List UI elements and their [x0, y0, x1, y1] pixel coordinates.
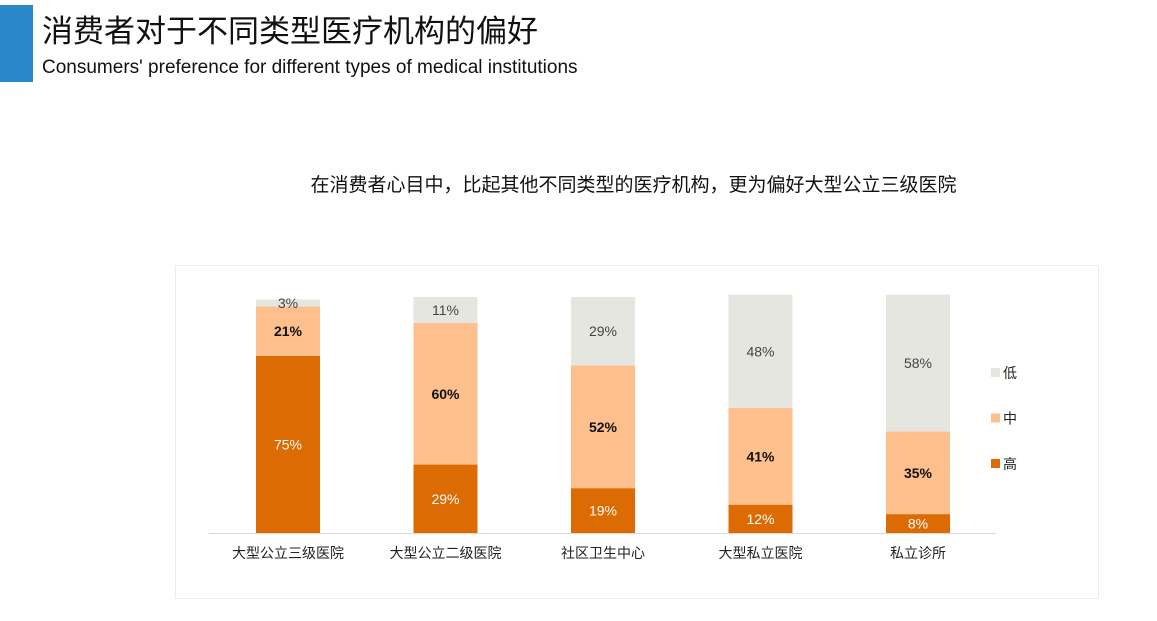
- category-label-4: 私立诊所: [890, 546, 946, 562]
- data-label-中-4: 35%: [904, 465, 933, 481]
- legend-swatch-高: [991, 459, 1000, 468]
- data-label-低-1: 11%: [432, 302, 459, 318]
- data-label-低-0: 3%: [278, 295, 298, 311]
- bar-segment-中-4: [886, 431, 950, 515]
- bar-segment-高-3: [728, 504, 793, 533]
- data-label-中-1: 60%: [431, 386, 460, 402]
- bar-segment-低-0: [256, 299, 320, 307]
- category-label-2: 社区卫生中心: [561, 546, 645, 562]
- data-label-高-4: 8%: [908, 516, 928, 532]
- bar-segment-低-4: [886, 294, 950, 432]
- data-label-高-0: 75%: [274, 437, 302, 453]
- chart-panel: 75% 21% 3% 大型公立三级医院 29% 60% 11% 大型公立二级医院 19% 52% 2…: [175, 265, 1099, 599]
- bar-segment-中-3: [728, 407, 793, 505]
- bar-segment-中-0: [256, 306, 320, 356]
- data-label-高-3: 12%: [746, 511, 774, 527]
- legend-swatch-中: [991, 413, 1000, 423]
- bar-segment-高-4: [886, 514, 950, 533]
- category-label-3: 大型私立医院: [719, 546, 803, 562]
- data-label-低-4: 58%: [904, 355, 932, 371]
- bar-segment-高-1: [413, 464, 478, 533]
- header-accent-bar: [0, 5, 33, 82]
- legend-label-中: 中: [1003, 412, 1017, 428]
- legend-swatch-低: [991, 368, 1000, 377]
- data-label-高-2: 19%: [589, 503, 617, 519]
- bar-segment-低-3: [728, 294, 793, 408]
- data-label-中-3: 41%: [746, 448, 775, 464]
- category-label-1: 大型公立二级医院: [390, 546, 502, 562]
- page-title: 消费者对于不同类型医疗机构的偏好: [42, 14, 538, 50]
- page-title-english: Consumers' preference for different type…: [42, 57, 578, 78]
- bar-segment-高-2: [571, 488, 635, 533]
- bar-segment-低-1: [413, 297, 478, 323]
- data-label-中-0: 21%: [274, 323, 303, 339]
- bar-segment-中-1: [413, 322, 478, 465]
- bar-segment-低-2: [571, 297, 635, 366]
- bar-segment-中-2: [571, 365, 635, 489]
- data-label-低-2: 29%: [589, 323, 617, 339]
- category-label-0: 大型公立三级医院: [232, 546, 344, 562]
- legend-label-高: 高: [1003, 456, 1017, 473]
- data-label-高-1: 29%: [431, 491, 459, 507]
- chart-subtitle: 在消费者心目中，比起其他不同类型的医疗机构，更为偏好大型公立三级医院: [310, 174, 957, 196]
- bar-segment-高-0: [256, 356, 320, 533]
- data-label-低-3: 48%: [746, 343, 774, 359]
- stacked-bar-chart: 75% 21% 3% 大型公立三级医院 29% 60% 11% 大型公立二级医院 19% 52% 2…: [209, 294, 1017, 562]
- data-label-中-2: 52%: [589, 419, 618, 435]
- legend-label-低: 低: [1003, 366, 1017, 382]
